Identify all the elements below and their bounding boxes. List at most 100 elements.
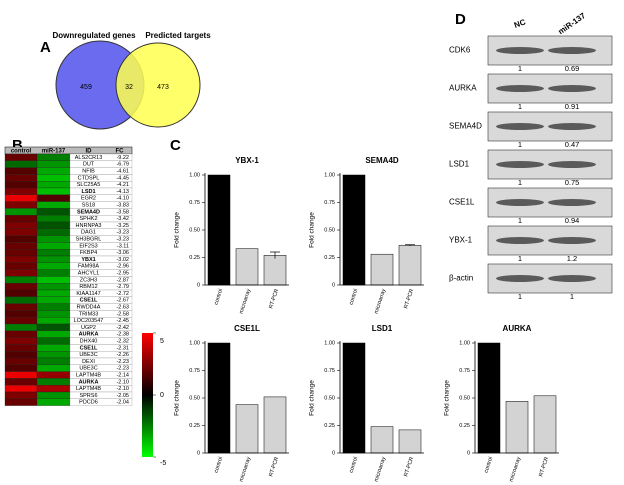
fold-change: -6.79 — [116, 162, 129, 168]
bar — [398, 245, 422, 286]
blot-band — [496, 47, 544, 54]
heatmap-cell — [4, 330, 38, 338]
heatmap-cell — [4, 167, 38, 175]
bar — [370, 253, 394, 286]
heatmap-cell — [4, 276, 38, 284]
heatmap-cell — [4, 283, 38, 291]
heatmap-cell — [36, 269, 71, 277]
band-ratio: 1 — [518, 140, 522, 149]
error-bar — [405, 244, 415, 247]
heatmap-cell — [4, 187, 38, 195]
gene-id: KIAA1147 — [76, 291, 100, 297]
gene-id: FAM98A — [78, 264, 99, 270]
band-ratio: 0.94 — [565, 216, 580, 225]
gene-id: NFIB — [82, 168, 95, 174]
panel-letter: B — [12, 137, 23, 154]
heatmap-cell — [36, 201, 71, 209]
gene-id: UBE3C — [79, 366, 97, 372]
heatmap-cell — [36, 317, 71, 325]
fold-change: -2.67 — [116, 298, 129, 304]
gene-id: SPRS6 — [79, 393, 97, 399]
fold-change: -2.87 — [116, 277, 129, 283]
heatmap-cell — [36, 181, 71, 189]
heatmap-header: ID — [86, 148, 93, 154]
heatmap-cell — [4, 249, 38, 257]
heatmap-cell — [36, 255, 71, 263]
heatmap-cell — [36, 208, 71, 216]
gene-id: DEXI — [82, 359, 95, 365]
gene-id: LOC203547 — [74, 318, 104, 324]
heatmap-cell — [4, 378, 38, 386]
fold-change: -2.95 — [116, 270, 129, 276]
protein-label: SEMA4D — [449, 122, 482, 131]
y-axis-label: Fold change — [174, 212, 181, 248]
heatmap-header: control — [11, 148, 32, 154]
fold-change: -2.96 — [116, 264, 129, 270]
heatmap-cell — [4, 303, 38, 311]
gene-id: RWDD4A — [77, 304, 101, 310]
fold-change: -4.45 — [116, 175, 129, 181]
band-ratio: 1 — [518, 254, 522, 263]
error-bar — [270, 251, 280, 259]
heatmap-cell — [36, 289, 71, 297]
venn-count: 459 — [80, 84, 92, 91]
heatmap-header: FC — [116, 148, 125, 154]
fold-change: -2.10 — [116, 379, 129, 385]
fold-change: -9.22 — [116, 155, 129, 161]
y-tick-label: 0.25 — [324, 255, 335, 261]
colorbar-tick-label: 5 — [160, 338, 164, 345]
heatmap-cell — [4, 371, 38, 379]
heatmap-cell — [36, 357, 71, 365]
protein-label: LSD1 — [449, 160, 470, 169]
axes — [474, 341, 559, 454]
blot-band — [548, 47, 596, 54]
x-tick-label: control — [348, 288, 359, 306]
band-ratio: 1.2 — [567, 254, 577, 263]
fold-change: -2.23 — [116, 366, 129, 372]
heatmap-cell — [4, 296, 38, 304]
blot-band — [496, 199, 544, 206]
gene-id: AHCYL1 — [78, 270, 99, 276]
fold-change: -2.10 — [116, 386, 129, 392]
fold-change: -4.10 — [116, 196, 129, 202]
fold-change: -4.13 — [116, 189, 129, 195]
blot-band — [496, 275, 544, 282]
y-tick-label: 0 — [197, 282, 200, 288]
panel-letter: A — [40, 39, 51, 56]
heatmap-cell — [36, 344, 71, 352]
gene-id: HNRNPA3 — [76, 223, 102, 229]
bar — [505, 401, 529, 454]
heatmap-cell — [4, 357, 38, 365]
fold-change: -2.32 — [116, 338, 129, 344]
heatmap-cell — [4, 344, 38, 352]
blot-band — [548, 123, 596, 130]
heatmap-cell — [4, 194, 38, 202]
y-tick-label: 0.50 — [324, 395, 335, 401]
heatmap-cell — [4, 228, 38, 236]
heatmap-header: miR-137 — [42, 148, 66, 154]
heatmap-text-cell — [69, 398, 133, 406]
lane-label: NC — [513, 17, 527, 29]
y-tick-label: 0 — [467, 450, 470, 456]
y-tick-label: 0.50 — [189, 395, 200, 401]
protein-label: YBX-1 — [449, 236, 473, 245]
y-tick-label: 0.75 — [189, 200, 200, 206]
heatmap-cell — [36, 228, 71, 236]
band-ratio: 0.69 — [565, 64, 580, 73]
gene-id: RBM12 — [79, 284, 97, 290]
y-tick-label: 0.75 — [459, 368, 470, 374]
fold-change: -2.72 — [116, 291, 129, 297]
heatmap-cell — [36, 283, 71, 291]
x-tick-label: control — [483, 456, 494, 474]
protein-label: β-actin — [449, 274, 473, 283]
fold-change: -3.02 — [116, 257, 129, 263]
fold-change: -4.21 — [116, 182, 129, 188]
heatmap-cell — [4, 398, 38, 406]
axes — [204, 173, 289, 286]
gene-id: DAG1 — [81, 230, 96, 236]
bar — [533, 395, 557, 454]
bar — [263, 396, 287, 454]
heatmap-cell — [4, 201, 38, 209]
blot-band — [548, 199, 596, 206]
bar — [207, 174, 231, 286]
